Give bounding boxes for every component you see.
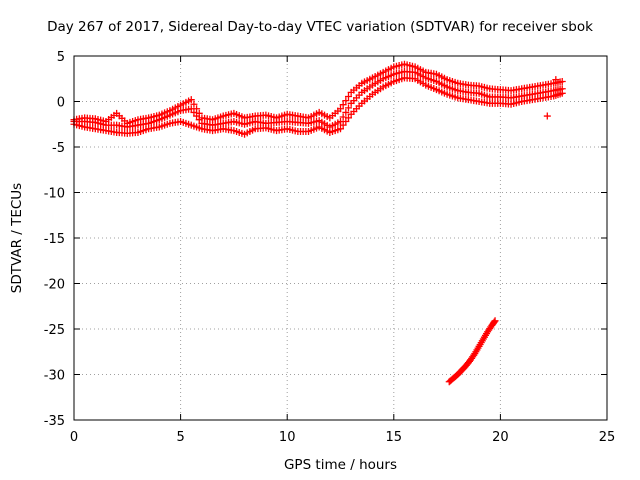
- data-point-fill: [344, 114, 352, 122]
- data-point: [187, 96, 195, 104]
- data-point: [543, 112, 551, 120]
- data-point: [558, 89, 566, 97]
- x-tick-label: 10: [279, 430, 296, 445]
- x-tick-label: 0: [70, 430, 78, 445]
- data-point: [187, 105, 195, 113]
- chart-title: Day 267 of 2017, Sidereal Day-to-day VTE…: [47, 19, 593, 35]
- data-point-fill: [190, 108, 198, 116]
- x-tick-label: 5: [176, 430, 184, 445]
- data-point-fill: [342, 97, 350, 105]
- data-point-fill: [490, 318, 498, 326]
- data-point: [491, 317, 499, 325]
- data-point-fill: [339, 101, 347, 109]
- plot-frame: [73, 55, 608, 421]
- data-point-fill: [339, 121, 347, 129]
- data-points: [70, 60, 566, 386]
- data-point: [552, 76, 560, 84]
- data-point-fill: [342, 108, 350, 116]
- data-point-fill: [190, 100, 198, 108]
- x-tick-label: 25: [599, 430, 616, 445]
- data-point-fill: [195, 116, 203, 124]
- y-tick-label: -5: [52, 141, 65, 156]
- x-tick-label: 20: [492, 430, 509, 445]
- y-tick-label: -35: [44, 414, 65, 429]
- data-point-fill: [193, 112, 201, 120]
- x-axis-label: GPS time / hours: [283, 457, 398, 473]
- y-tick-label: 5: [57, 50, 65, 65]
- data-point: [558, 77, 566, 85]
- data-point: [337, 125, 344, 133]
- data-point-fill: [344, 104, 352, 112]
- data-point-fill: [339, 113, 347, 121]
- y-tick-label: -10: [44, 187, 65, 202]
- y-tick-label: -25: [44, 323, 65, 338]
- data-point-fill: [344, 92, 352, 100]
- ticks: 0 5 10 15 20 25 -35 -30 -25 -20 -15 -10 -5 0 5: [44, 50, 616, 445]
- data-point-fill: [342, 118, 350, 126]
- x-tick-label: 15: [386, 430, 403, 445]
- data-point: [337, 105, 344, 113]
- y-tick-label: -30: [44, 369, 65, 384]
- y-tick-label: -20: [44, 278, 65, 293]
- y-tick-label: -15: [44, 232, 65, 247]
- y-tick-label: 0: [57, 96, 65, 111]
